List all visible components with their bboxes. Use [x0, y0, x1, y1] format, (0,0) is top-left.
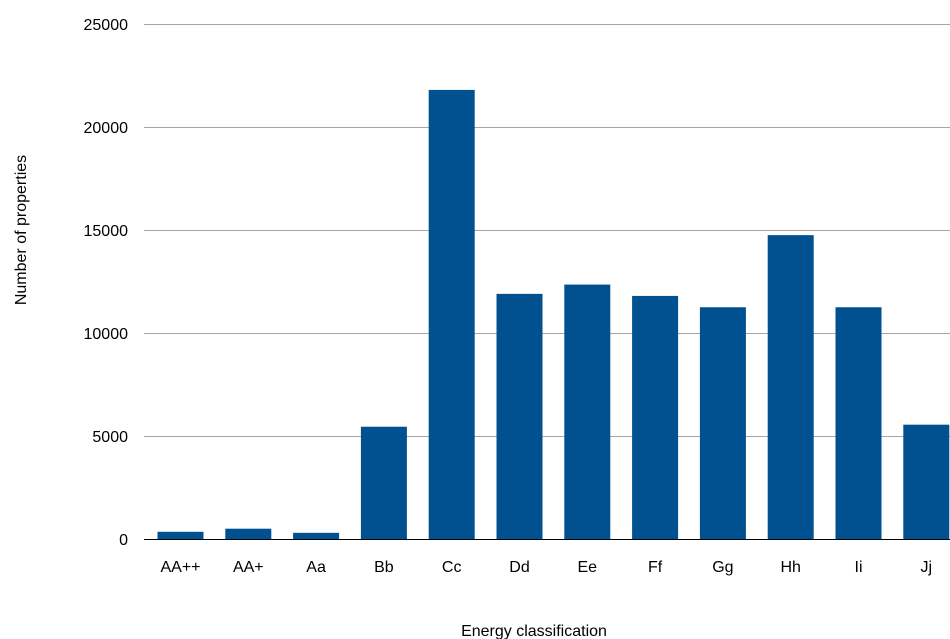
- bars: [157, 89, 950, 540]
- x-axis-title: Energy classification: [461, 623, 607, 639]
- y-axis-tick-labels: 0 5000 10000 15000 20000 25000: [84, 17, 129, 549]
- x-tick-label: AA++: [160, 559, 200, 576]
- bar-hh: [767, 235, 814, 539]
- x-tick-label: AA+: [233, 559, 264, 576]
- y-tick-label: 0: [119, 532, 128, 549]
- x-tick-label: Ii: [855, 559, 863, 576]
- y-tick-label: 10000: [84, 326, 129, 343]
- y-tick-label: 5000: [92, 429, 128, 446]
- y-axis-title: Number of properties: [13, 155, 30, 305]
- bar-dd: [496, 293, 543, 539]
- bar-ff: [632, 295, 679, 539]
- gridlines: [144, 24, 950, 540]
- x-tick-label: Ee: [578, 559, 598, 576]
- x-tick-label: Bb: [374, 559, 394, 576]
- y-tick-label: 25000: [84, 17, 129, 34]
- bar-aaplusplus: [157, 531, 204, 539]
- bar-aa: [293, 532, 340, 539]
- x-tick-label: Hh: [780, 559, 800, 576]
- bar-cc: [428, 89, 475, 540]
- x-tick-label: Dd: [509, 559, 529, 576]
- x-tick-label: Aa: [306, 559, 326, 576]
- x-tick-label: Jj: [921, 559, 933, 576]
- bar-gg: [699, 307, 746, 539]
- x-axis-tick-labels: AA++ AA+ Aa Bb Cc Dd Ee Ff Gg Hh Ii Jj: [160, 559, 932, 576]
- bar-bb: [360, 426, 407, 539]
- y-tick-label: 20000: [84, 120, 129, 137]
- bar-ee: [564, 284, 611, 539]
- x-tick-label: Cc: [442, 559, 462, 576]
- bar-aaplus: [225, 528, 272, 539]
- x-tick-label: Gg: [712, 559, 733, 576]
- x-tick-label: Ff: [648, 559, 663, 576]
- bar-jj: [903, 424, 950, 539]
- y-tick-label: 15000: [84, 223, 129, 240]
- bar-ii: [835, 307, 882, 539]
